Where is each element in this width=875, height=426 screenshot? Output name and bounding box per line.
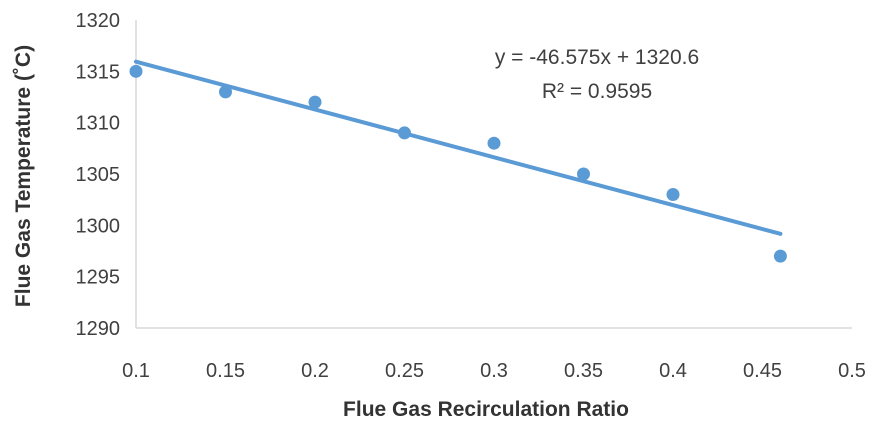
trendline-group [134, 59, 783, 236]
data-point [219, 85, 232, 99]
x-tick-label: 0.25 [385, 360, 424, 382]
data-point [487, 136, 501, 150]
x-tick-label: 0.5 [838, 360, 866, 382]
data-point [308, 95, 322, 109]
data-point [577, 167, 590, 181]
x-tick-label: 0.1 [122, 360, 150, 382]
x-tick-label: 0.15 [206, 360, 245, 382]
x-tick-label: 0.2 [301, 360, 329, 382]
r-squared-label: R² = 0.9595 [542, 80, 652, 103]
x-tick-labels: 0.1 0.15 0.2 0.25 0.3 0.35 0.4 0.45 0.5 [122, 360, 866, 382]
x-tick-label: 0.35 [564, 360, 603, 382]
data-point [773, 249, 787, 263]
trendline [134, 59, 783, 236]
y-tick-label: 1305 [76, 164, 121, 186]
y-tick-label: 1290 [76, 318, 121, 340]
data-point [129, 64, 143, 78]
data-point [666, 188, 680, 202]
x-axis-title: Flue Gas Recirculation Ratio [343, 398, 629, 421]
y-tick-label: 1310 [76, 113, 121, 135]
trendline-equation: y = -46.575x + 1320.6 [495, 46, 699, 69]
y-tick-label: 1315 [76, 61, 121, 83]
data-point [398, 126, 411, 140]
y-axis-title: Flue Gas Temperature (˚C) [12, 45, 35, 307]
x-tick-label: 0.4 [659, 360, 687, 382]
y-tick-label: 1320 [76, 10, 121, 32]
x-tick-label: 0.3 [480, 360, 508, 382]
y-tick-labels: 1290 1295 1300 1305 1310 1315 1320 [76, 10, 121, 340]
data-points [129, 64, 787, 263]
y-tick-label: 1300 [76, 215, 121, 237]
y-tick-label: 1295 [76, 267, 121, 289]
x-tick-label: 0.45 [743, 360, 782, 382]
